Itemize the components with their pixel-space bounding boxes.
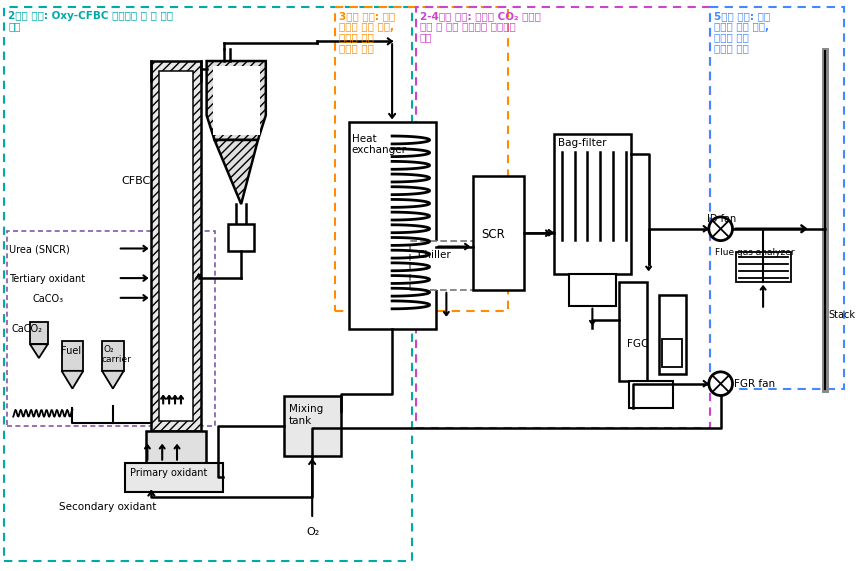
Text: Primary oxidant: Primary oxidant	[130, 468, 207, 477]
Text: ID fan: ID fan	[707, 214, 736, 224]
Text: Flue gas analyzer: Flue gas analyzer	[715, 247, 795, 256]
Bar	[228, 224, 254, 251]
Text: 5세부 연계: 운전: 5세부 연계: 운전	[714, 11, 770, 21]
Text: Bag-filter: Bag-filter	[557, 138, 606, 148]
Text: 위한 초 청정 대기오염 제거기술: 위한 초 청정 대기오염 제거기술	[420, 22, 515, 31]
Text: 배가스 특성: 배가스 특성	[714, 33, 749, 42]
Bar	[659, 295, 686, 374]
Bar	[410, 240, 484, 290]
Bar	[283, 396, 341, 456]
Polygon shape	[62, 341, 83, 371]
Text: Stack: Stack	[828, 309, 856, 320]
Text: SCR: SCR	[481, 228, 504, 241]
Text: 데이터 제공: 데이터 제공	[338, 43, 374, 53]
Text: FGR fan: FGR fan	[734, 379, 776, 389]
Text: O₂: O₂	[103, 345, 113, 354]
Text: CaCO₂: CaCO₂	[11, 324, 42, 335]
Bar	[629, 381, 673, 408]
Text: CaCO₃: CaCO₃	[33, 294, 64, 304]
Text: Tertiary oxidant: Tertiary oxidant	[9, 274, 85, 284]
Polygon shape	[62, 371, 83, 389]
Bar	[619, 282, 647, 381]
Bar	[125, 463, 223, 492]
Text: Secondary oxidant: Secondary oxidant	[58, 502, 156, 512]
Bar	[662, 339, 682, 367]
Bar	[151, 61, 201, 431]
Bar	[159, 71, 192, 421]
Text: 배가스 특성: 배가스 특성	[338, 33, 374, 42]
Polygon shape	[215, 140, 258, 204]
Circle shape	[709, 217, 733, 240]
Text: Heat: Heat	[351, 134, 376, 144]
Polygon shape	[30, 323, 48, 344]
Bar	[146, 431, 205, 463]
Text: exchanger: exchanger	[351, 145, 406, 155]
Polygon shape	[30, 344, 48, 358]
Text: tank: tank	[289, 416, 312, 426]
Text: 연구: 연구	[420, 33, 432, 42]
Text: Urea (SNCR): Urea (SNCR)	[9, 244, 70, 255]
Circle shape	[709, 372, 733, 396]
Text: 연구: 연구	[9, 22, 21, 31]
Bar	[710, 7, 844, 389]
Polygon shape	[102, 341, 124, 371]
Bar	[8, 231, 215, 426]
Text: O₂: O₂	[307, 526, 320, 537]
Text: 2세부 연계: Oxy-CFBC 연소특성 및 열 전달: 2세부 연계: Oxy-CFBC 연소특성 및 열 전달	[9, 11, 174, 21]
Text: CFBC: CFBC	[122, 176, 151, 187]
Polygon shape	[212, 66, 260, 135]
Text: carrier: carrier	[101, 355, 131, 364]
Text: Mixing: Mixing	[289, 404, 323, 415]
Polygon shape	[102, 371, 124, 389]
Text: 2-4세부 연계: 고순도 CO₂ 생산을: 2-4세부 연계: 고순도 CO₂ 생산을	[420, 11, 540, 21]
Text: 3세부 연계: 운전: 3세부 연계: 운전	[338, 11, 395, 21]
Bar	[736, 252, 791, 282]
Text: 변수에 따른 연소,: 변수에 따른 연소,	[338, 22, 393, 31]
Bar	[554, 134, 631, 274]
Text: Fuel: Fuel	[61, 346, 81, 356]
Text: Chiller: Chiller	[417, 251, 452, 260]
Bar	[416, 7, 710, 428]
Text: 데이터 제공: 데이터 제공	[714, 43, 749, 53]
Text: 변수에 따른 연소,: 변수에 따른 연소,	[714, 22, 769, 31]
Polygon shape	[207, 61, 265, 140]
Bar	[4, 7, 411, 561]
Bar	[569, 274, 616, 305]
Bar	[473, 176, 524, 290]
Bar	[335, 7, 508, 311]
Bar	[349, 122, 436, 329]
Text: FGC: FGC	[627, 339, 649, 349]
